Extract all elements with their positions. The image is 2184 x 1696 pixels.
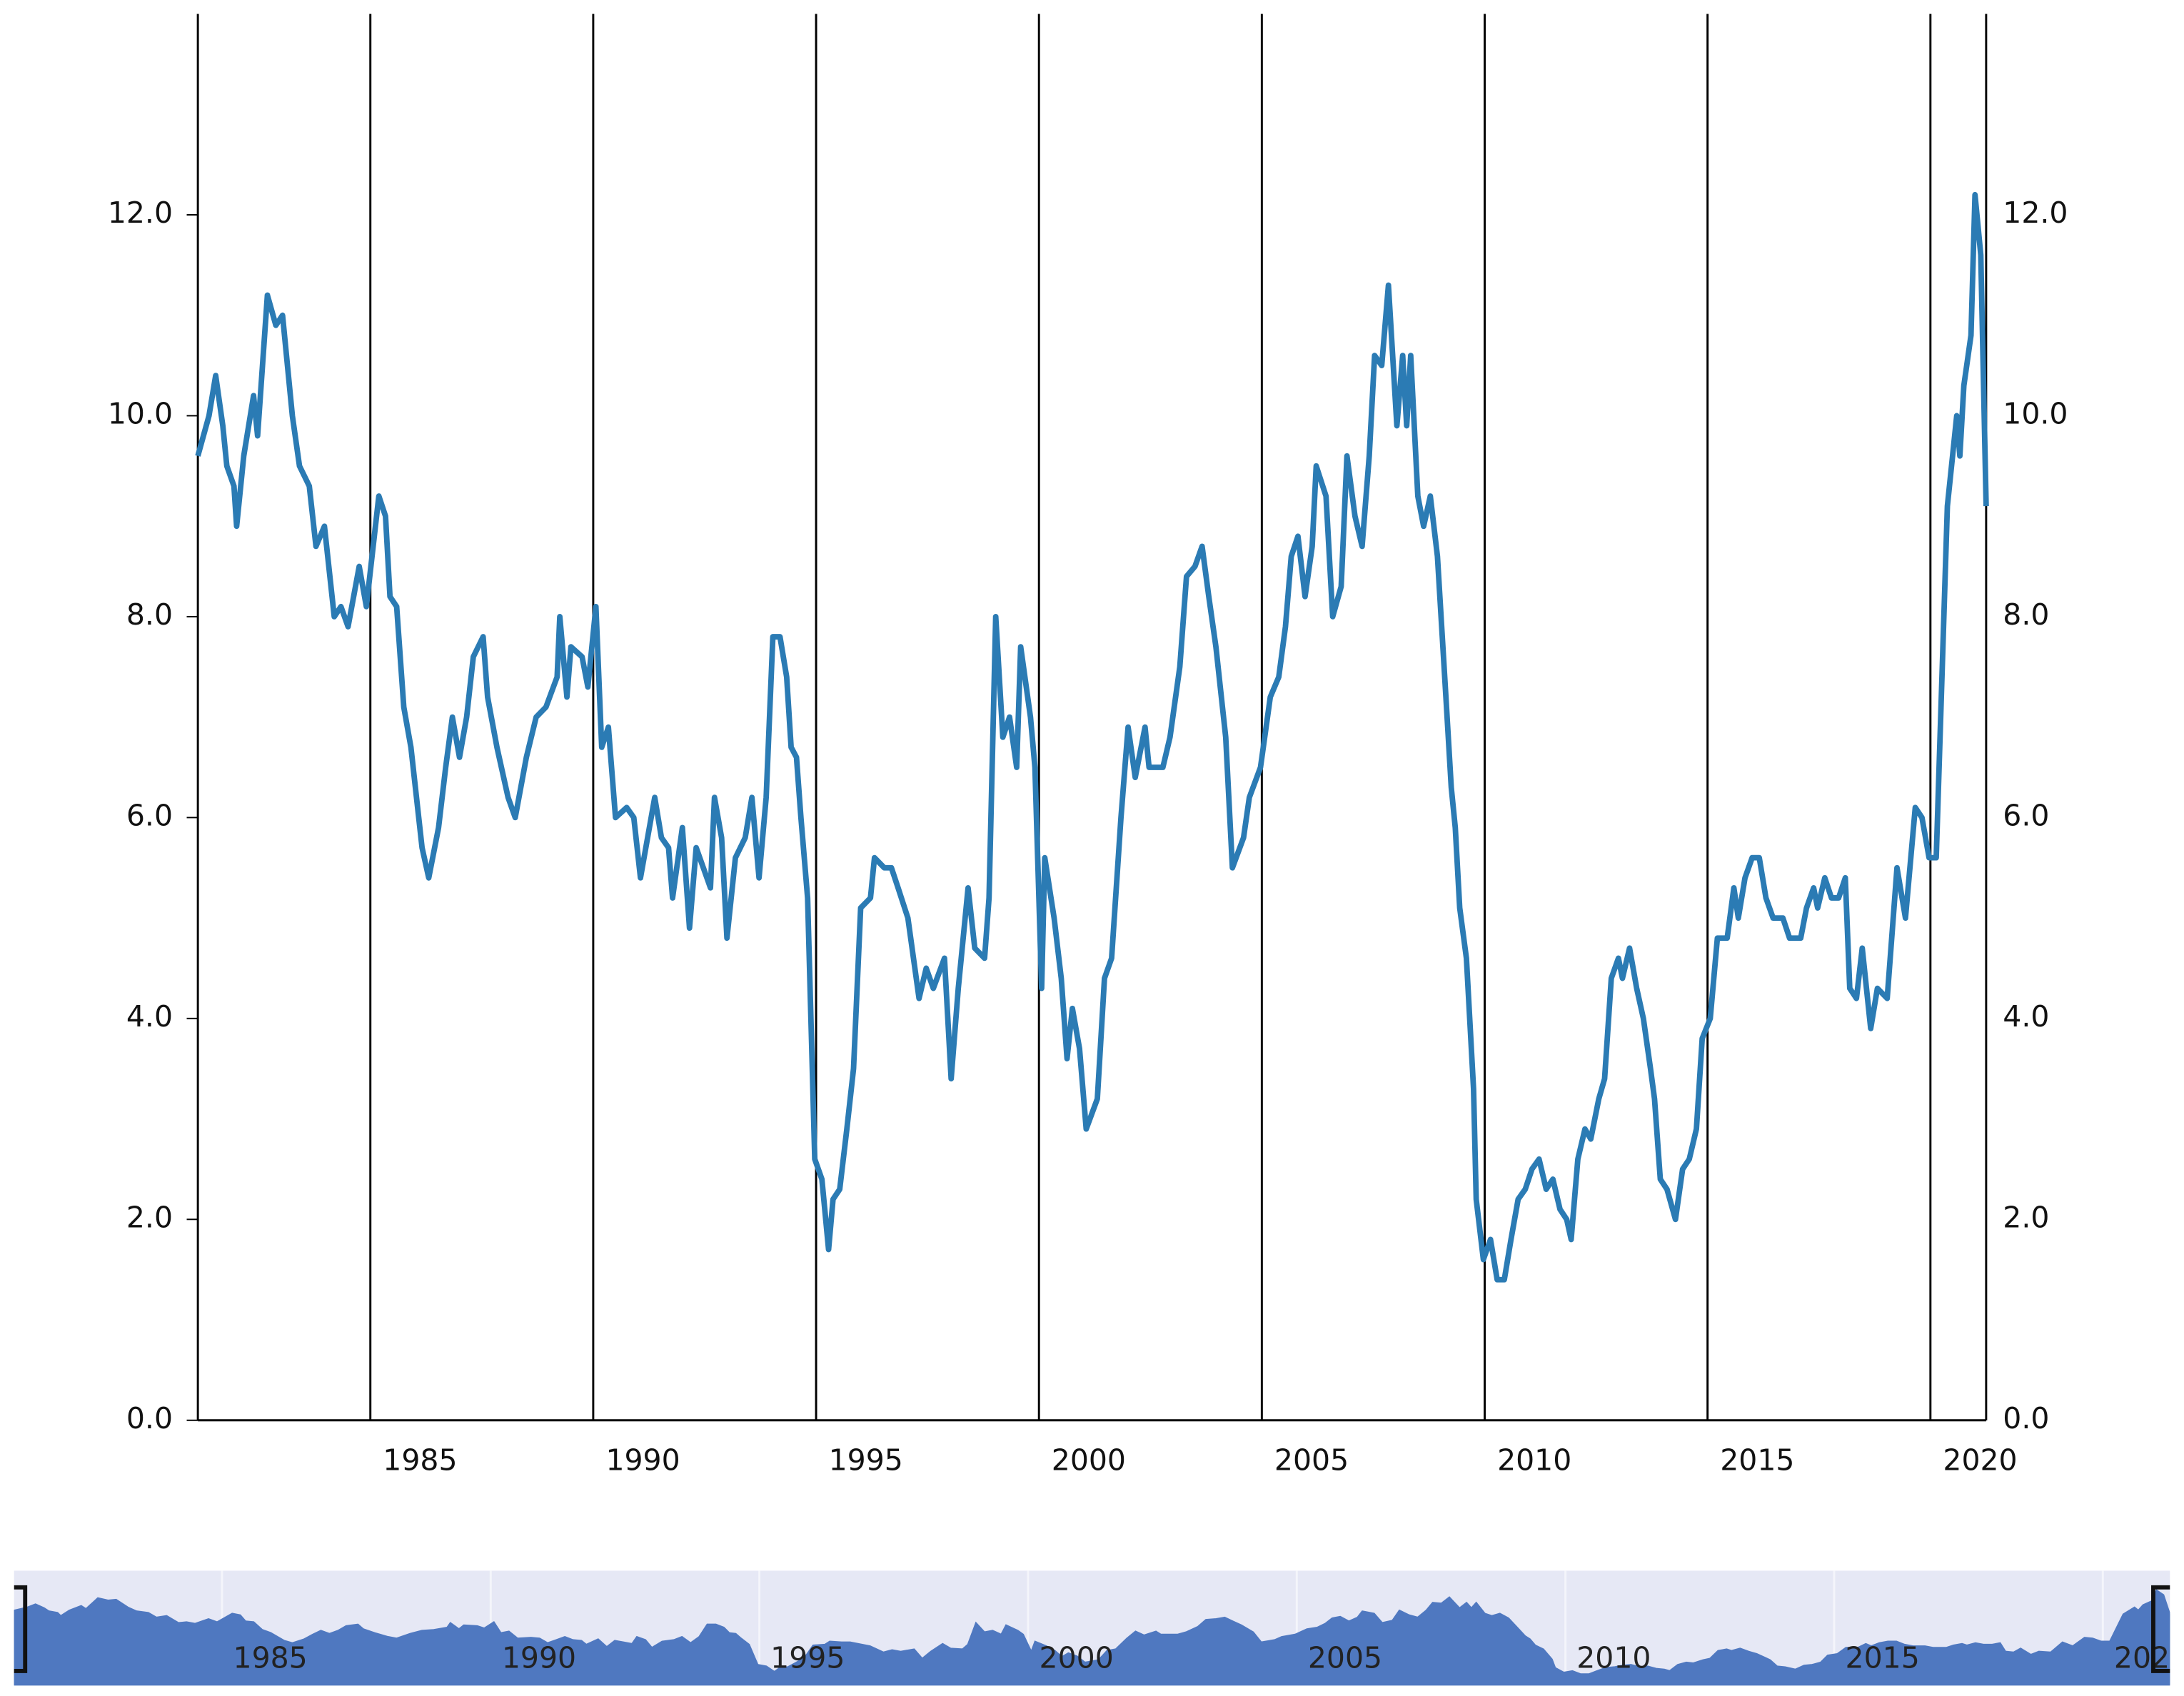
y-tick-label: 4.0 (126, 999, 173, 1034)
navigator-tick-label: 2015 (1846, 1640, 1920, 1675)
y2-tick-label: 6.0 (2003, 798, 2049, 832)
navigator-tick-label: 2000 (1040, 1640, 1114, 1675)
y-tick-label: 2.0 (126, 1200, 173, 1234)
plot: 0.0 0.0 2.0 2.0 4.0 4.0 6.0 6.0 8.0 8.0 10.0 10.0 12… (108, 14, 2068, 1477)
y-tick-label: 6.0 (126, 798, 173, 832)
navigator-tick-label: 2010 (1576, 1640, 1651, 1675)
y-tick-label: 12.0 (108, 196, 173, 230)
x-tick-label: 2020 (1943, 1443, 2017, 1477)
y2-tick-label: 10.0 (2003, 396, 2068, 430)
y-tick-label: 8.0 (126, 597, 173, 632)
y-tick-label: 10.0 (108, 396, 173, 430)
navigator-tick-label: 1990 (502, 1640, 576, 1675)
y2-tick-label: 2.0 (2003, 1200, 2049, 1234)
navigator-handle-right[interactable] (2151, 1585, 2170, 1673)
x-tick-label: 2000 (1052, 1443, 1126, 1477)
navigator-area (14, 1589, 2170, 1686)
y2-tick-label: 12.0 (2003, 196, 2068, 230)
x-tick-label: 2005 (1274, 1443, 1349, 1477)
y2-tick-label: 0.0 (2003, 1401, 2049, 1435)
navigator-handle-left[interactable] (14, 1585, 28, 1673)
navigator-tick-label: 1985 (233, 1640, 308, 1675)
series-line (195, 191, 1989, 1283)
y2-tick-label: 8.0 (2003, 597, 2049, 632)
x-tick-label: 1995 (829, 1443, 903, 1477)
x-tick-label: 2010 (1497, 1443, 1571, 1477)
x-tick-label: 2015 (1720, 1443, 1794, 1477)
y2-tick-label: 4.0 (2003, 999, 2049, 1034)
y-tick-label: 0.0 (126, 1401, 173, 1435)
navigator[interactable]: 1985 1990 1995 2000 2005 2010 2015 2020 (14, 1570, 2184, 1686)
x-tick-label: 1990 (605, 1443, 680, 1477)
navigator-tick-label: 2005 (1308, 1640, 1382, 1675)
navigator-tick-label: 1995 (770, 1640, 845, 1675)
navigator-tick-label: 2020 (2114, 1640, 2184, 1675)
x-tick-label: 1985 (383, 1443, 457, 1477)
